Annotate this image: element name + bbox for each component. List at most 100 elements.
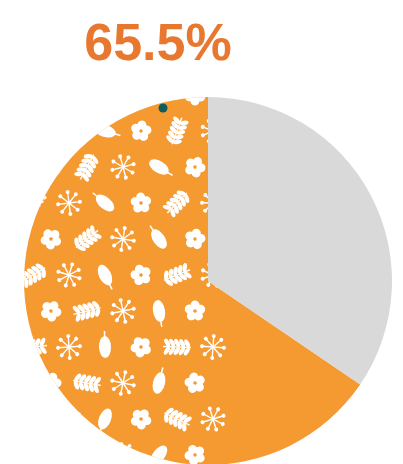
fern-leaflet [32,203,41,208]
fern-leaflet [79,80,89,89]
leaf [128,118,155,145]
umbel-floret [221,132,226,137]
umbel-floret [203,193,207,197]
fern-leaflet [33,274,37,283]
umbel-floret [131,162,136,167]
fern-leaflet [80,454,90,462]
fern-leaflet [71,449,81,457]
leaf [51,113,87,149]
fern-leaflet [24,279,28,288]
fern-leaflet [177,265,183,275]
petal [136,419,148,431]
umbel-floret [119,248,124,253]
umbel-ray [114,447,123,456]
petal [192,84,205,97]
leaf [142,87,170,103]
fern-leaflet [173,418,178,427]
leaf [72,150,101,183]
leaf [93,407,114,437]
umbel-ray [213,265,218,275]
fern-leaflet [168,268,174,278]
leaf [89,188,117,215]
leaf [52,402,87,437]
leaf [161,261,194,288]
leaf-stem [109,283,112,289]
umbel-ray [59,412,69,422]
leaf [77,80,97,109]
umbel-ray [69,416,79,426]
leaf [70,440,104,464]
fern-stem [21,268,45,282]
fern-stem [75,447,98,463]
umbel-floret [214,427,219,432]
leaf [0,155,27,177]
petal [42,94,55,107]
fern-leaflet [30,137,40,146]
fern-leaflet [89,309,96,319]
leaf [151,366,169,395]
fern-leaflet [179,120,189,126]
petal [185,84,198,97]
umbel-floret [114,228,119,233]
fern-leaflet [78,85,88,94]
fern-leaflet [20,204,28,214]
leaf [16,260,50,290]
umbel-floret [132,238,137,243]
fern-leaflet [22,407,28,417]
fern-leaflet [24,339,32,349]
umbel-floret [132,451,137,456]
fern-leaflet [91,450,96,459]
umbel-floret [130,170,135,175]
leaf-blade [148,227,170,252]
umbel-floret [58,337,64,343]
fern-leaflet [182,263,188,273]
fern-leaflet [26,196,34,206]
leaf-stem [114,133,121,135]
petal [188,371,200,383]
umbel-floret [69,118,74,123]
fern-leaflet [84,154,93,159]
leaf [183,226,207,250]
umbel-floret [111,386,117,392]
petal [50,165,61,176]
fern-leaflet [76,452,86,460]
umbel-floret [119,442,124,447]
umbel-ray [117,95,128,106]
leaf-stem [104,331,106,338]
umbel-ray [69,414,79,419]
leaf [40,443,64,464]
umbel-floret [73,336,79,342]
umbel-floret [110,235,115,240]
umbel-floret [76,123,81,128]
umbel-ray [213,275,223,280]
umbel-floret [114,317,120,323]
fern-leaflet [168,416,173,425]
fern-leaflet [165,134,174,144]
umbel-floret [221,124,226,129]
leaf-stem [99,427,102,433]
leaf [196,114,230,148]
leaf [70,223,103,255]
umbel-ray [116,86,123,95]
leaf [196,258,231,293]
umbel-floret [56,269,61,274]
umbel-ray [213,203,221,211]
fern-leaflet [183,338,191,348]
fern-leaflet [22,136,32,143]
umbel-floret [215,139,220,144]
leaf-blade [3,227,27,251]
fern-leaflet [85,101,95,109]
fern-leaflet [32,188,40,198]
umbel-floret [211,333,217,339]
umbel-floret [126,155,131,160]
fern-leaflet [178,125,188,131]
fern-leaflet [81,158,90,163]
fern-leaflet [26,409,32,419]
umbel-ray [114,95,123,102]
petal [44,83,57,96]
petal [39,87,52,100]
umbel-floret [72,138,77,143]
umbel-floret [129,374,135,380]
fern-leaflet [79,163,88,168]
leaf-blade [99,336,112,358]
